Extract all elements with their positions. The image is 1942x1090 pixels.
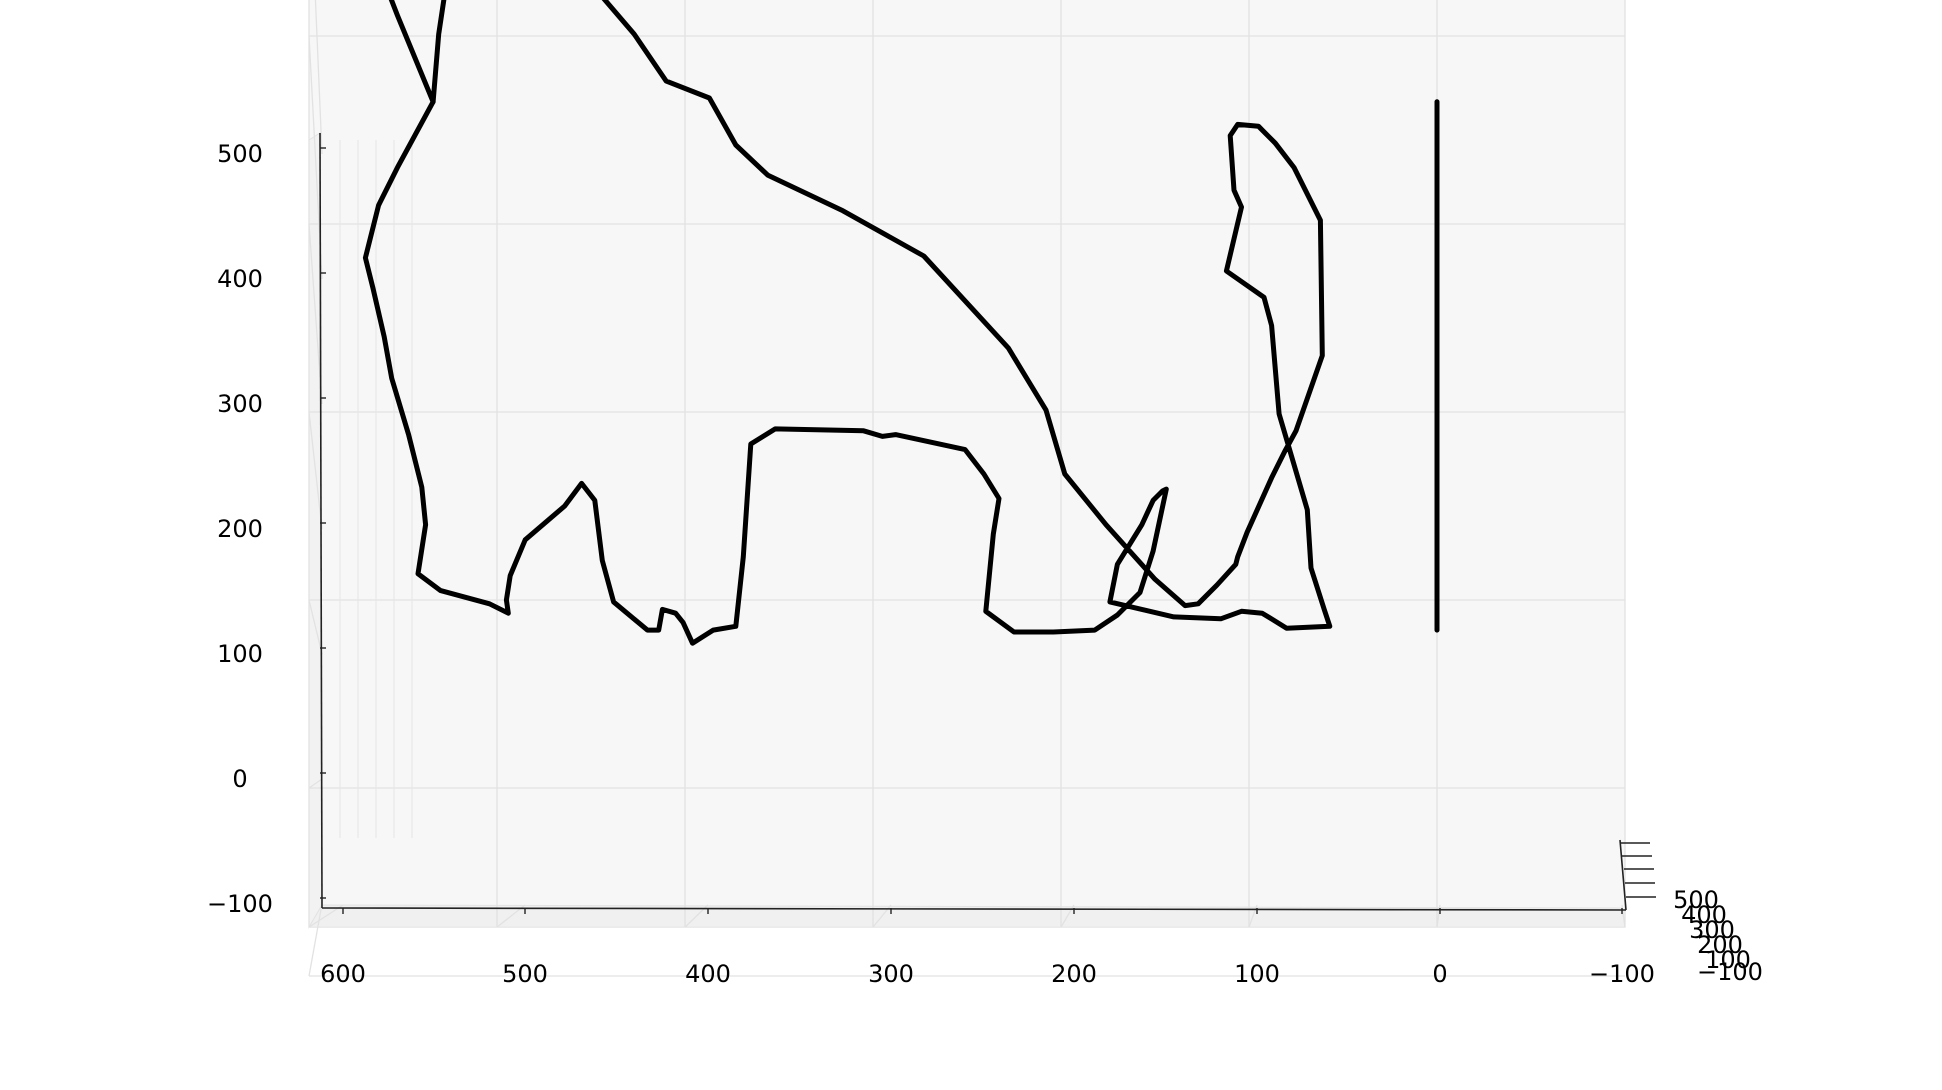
series-line-1 <box>362 0 1333 646</box>
z-tick-label: 0 <box>232 765 247 793</box>
side-grid-line <box>308 778 323 789</box>
z-tick-label: 400 <box>217 265 263 293</box>
grid-lines <box>308 0 1626 977</box>
side-grid-line <box>314 0 323 155</box>
z-axis-line <box>319 132 323 909</box>
y-tick-label: −100 <box>1697 958 1763 986</box>
y-axis-line <box>1619 839 1627 911</box>
x-tick-label: 500 <box>502 960 548 988</box>
x-tick-label: 400 <box>685 960 731 988</box>
z-tick-label: 300 <box>217 390 263 418</box>
axis-lines <box>319 132 1656 914</box>
y-tick-label: 200 <box>1697 931 1743 959</box>
tick-labels: 600 500 400 300 200 100 0 −1005004003002001000−… <box>207 140 1763 988</box>
side-grid-line <box>308 411 323 530</box>
y-tick-label: 300 <box>1689 916 1735 944</box>
axes-panes <box>308 0 1626 929</box>
z-tick-label: 100 <box>217 640 263 668</box>
y-tick-label: 500 <box>1673 886 1719 914</box>
side-grid-line <box>308 903 323 977</box>
side-grid-line <box>308 599 323 655</box>
x-tick-label: 0 <box>1432 960 1447 988</box>
x-tick-label: −100 <box>1589 960 1655 988</box>
z-tick-label: 500 <box>217 140 263 168</box>
series-group <box>362 0 1440 646</box>
y-tick-label: 100 <box>1705 946 1751 974</box>
x-tick-label: 600 <box>320 960 366 988</box>
series-line-2 <box>388 0 436 105</box>
x-tick-label: 200 <box>1051 960 1097 988</box>
x-tick-label: 300 <box>868 960 914 988</box>
z-tick-label: 200 <box>217 515 263 543</box>
x-tick-label: 100 <box>1234 960 1280 988</box>
z-tick-label: −100 <box>207 890 273 918</box>
x-axis-line <box>321 907 1627 911</box>
y-tick-label: 400 <box>1681 901 1727 929</box>
